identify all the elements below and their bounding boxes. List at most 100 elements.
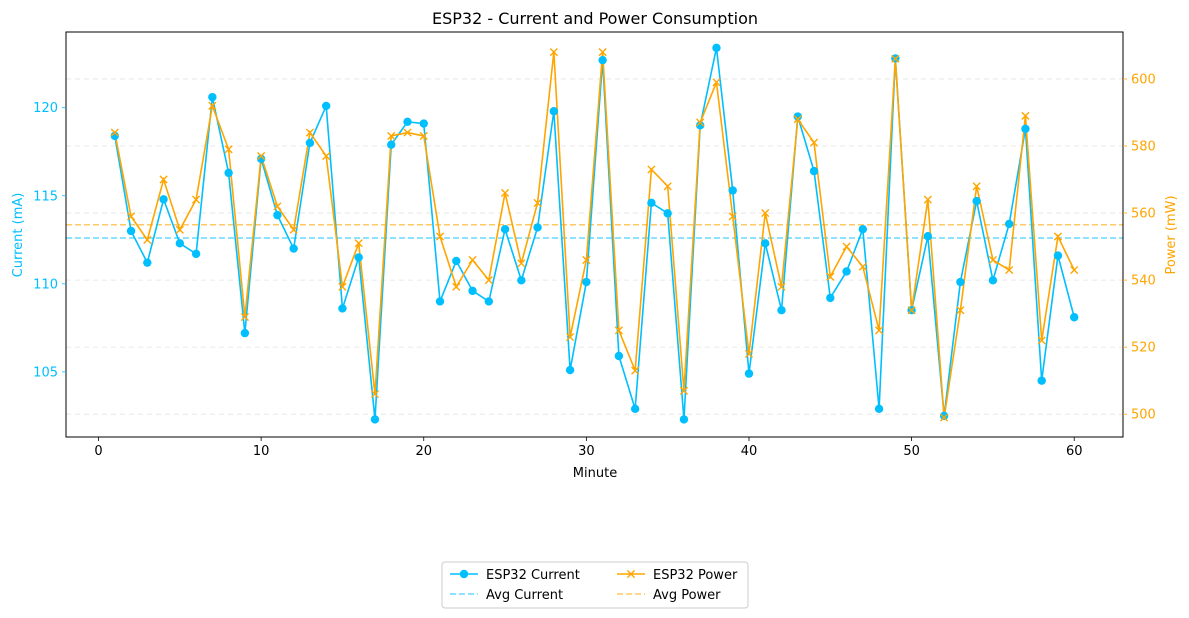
current-point	[419, 119, 428, 128]
legend: ESP32 Current ESP32 Power Avg Current Av…	[441, 561, 749, 609]
current-point	[842, 267, 851, 276]
power-point	[257, 151, 266, 161]
plot-frame	[65, 31, 1124, 438]
power-point	[728, 212, 737, 221]
current-point	[874, 404, 884, 414]
y-right-tick-label: 600	[1131, 72, 1156, 87]
power-point	[940, 413, 949, 422]
current-point	[777, 306, 786, 315]
current-point	[468, 286, 477, 296]
power-point	[370, 389, 380, 399]
current-point	[517, 276, 526, 285]
power-point	[289, 225, 298, 234]
x-tick-label: 0	[94, 444, 102, 459]
power-point	[143, 235, 152, 244]
power-point	[1053, 232, 1063, 241]
power-point	[1037, 336, 1046, 345]
current-point	[533, 223, 542, 232]
current-point	[1021, 124, 1030, 134]
power-point	[533, 198, 542, 208]
power-point	[874, 326, 884, 335]
current-point	[923, 232, 933, 241]
current-point	[630, 404, 640, 414]
y-axis-left-label: Current (mA)	[11, 193, 26, 278]
current-point	[712, 43, 721, 53]
power-point	[110, 128, 119, 137]
power-point	[126, 212, 136, 221]
power-point	[679, 386, 689, 395]
current-point	[744, 369, 754, 378]
current-point	[191, 249, 201, 259]
power-point	[614, 326, 623, 335]
power-point	[809, 138, 819, 147]
power-point	[159, 175, 168, 184]
x-tick-label: 10	[253, 444, 270, 459]
current-point	[354, 253, 363, 262]
power-point	[549, 48, 558, 57]
power-point	[419, 131, 428, 141]
current-point	[338, 304, 347, 313]
power-point	[468, 255, 477, 265]
current-point	[809, 166, 819, 176]
current-point	[582, 277, 591, 287]
power-point	[191, 195, 201, 204]
current-point	[256, 154, 266, 163]
power-point	[663, 182, 672, 191]
x-tick-label: 20	[415, 444, 432, 459]
current-point	[663, 209, 672, 218]
current-point	[321, 101, 331, 111]
power-point	[826, 272, 835, 281]
power-point	[972, 182, 981, 191]
chart-title: ESP32 - Current and Power Consumption	[432, 9, 758, 28]
x-tick-label: 60	[1066, 444, 1083, 459]
power-point	[500, 188, 510, 198]
power-point	[1005, 265, 1014, 275]
current-point	[647, 198, 656, 208]
y-left-tick-label: 105	[33, 365, 58, 380]
power-point	[631, 366, 640, 375]
current-point	[728, 186, 737, 195]
current-point	[403, 117, 412, 127]
current-point	[484, 297, 493, 306]
power-point	[1021, 111, 1030, 120]
current-point	[273, 210, 282, 220]
legend-marker-power	[626, 569, 636, 579]
current-point	[305, 138, 315, 148]
x-tick-label: 40	[741, 444, 758, 459]
current-point	[598, 55, 607, 65]
power-point	[208, 101, 217, 110]
current-point	[452, 256, 461, 266]
average-lines	[66, 224, 1123, 239]
power-point	[598, 48, 607, 57]
power-point	[566, 332, 575, 342]
x-tick-label: 30	[578, 444, 595, 459]
power-point	[891, 54, 900, 63]
y-right-tick-label: 520	[1131, 341, 1156, 356]
current-point	[761, 239, 770, 248]
y-axis-right-label: Power (mW)	[1164, 195, 1179, 274]
power-series-line	[113, 52, 1075, 418]
power-point	[338, 282, 347, 291]
current-point	[565, 365, 575, 375]
power-point	[777, 282, 786, 291]
power-point	[761, 208, 770, 218]
power-point	[175, 225, 184, 234]
power-point	[988, 255, 998, 265]
current-point	[793, 112, 802, 121]
current-point	[175, 239, 185, 248]
current-point	[1053, 251, 1063, 260]
current-point	[972, 196, 981, 206]
current-point	[435, 297, 445, 306]
x-axis-label: Minute	[573, 466, 617, 481]
power-point	[696, 118, 705, 127]
power-point	[387, 131, 396, 141]
power-point	[452, 282, 461, 291]
y-left-tick-label: 115	[33, 189, 58, 204]
y-right-tick-label: 560	[1131, 207, 1156, 222]
power-point	[1070, 265, 1079, 275]
current-point	[1004, 219, 1014, 229]
current-point	[696, 121, 705, 130]
power-point	[240, 312, 249, 322]
